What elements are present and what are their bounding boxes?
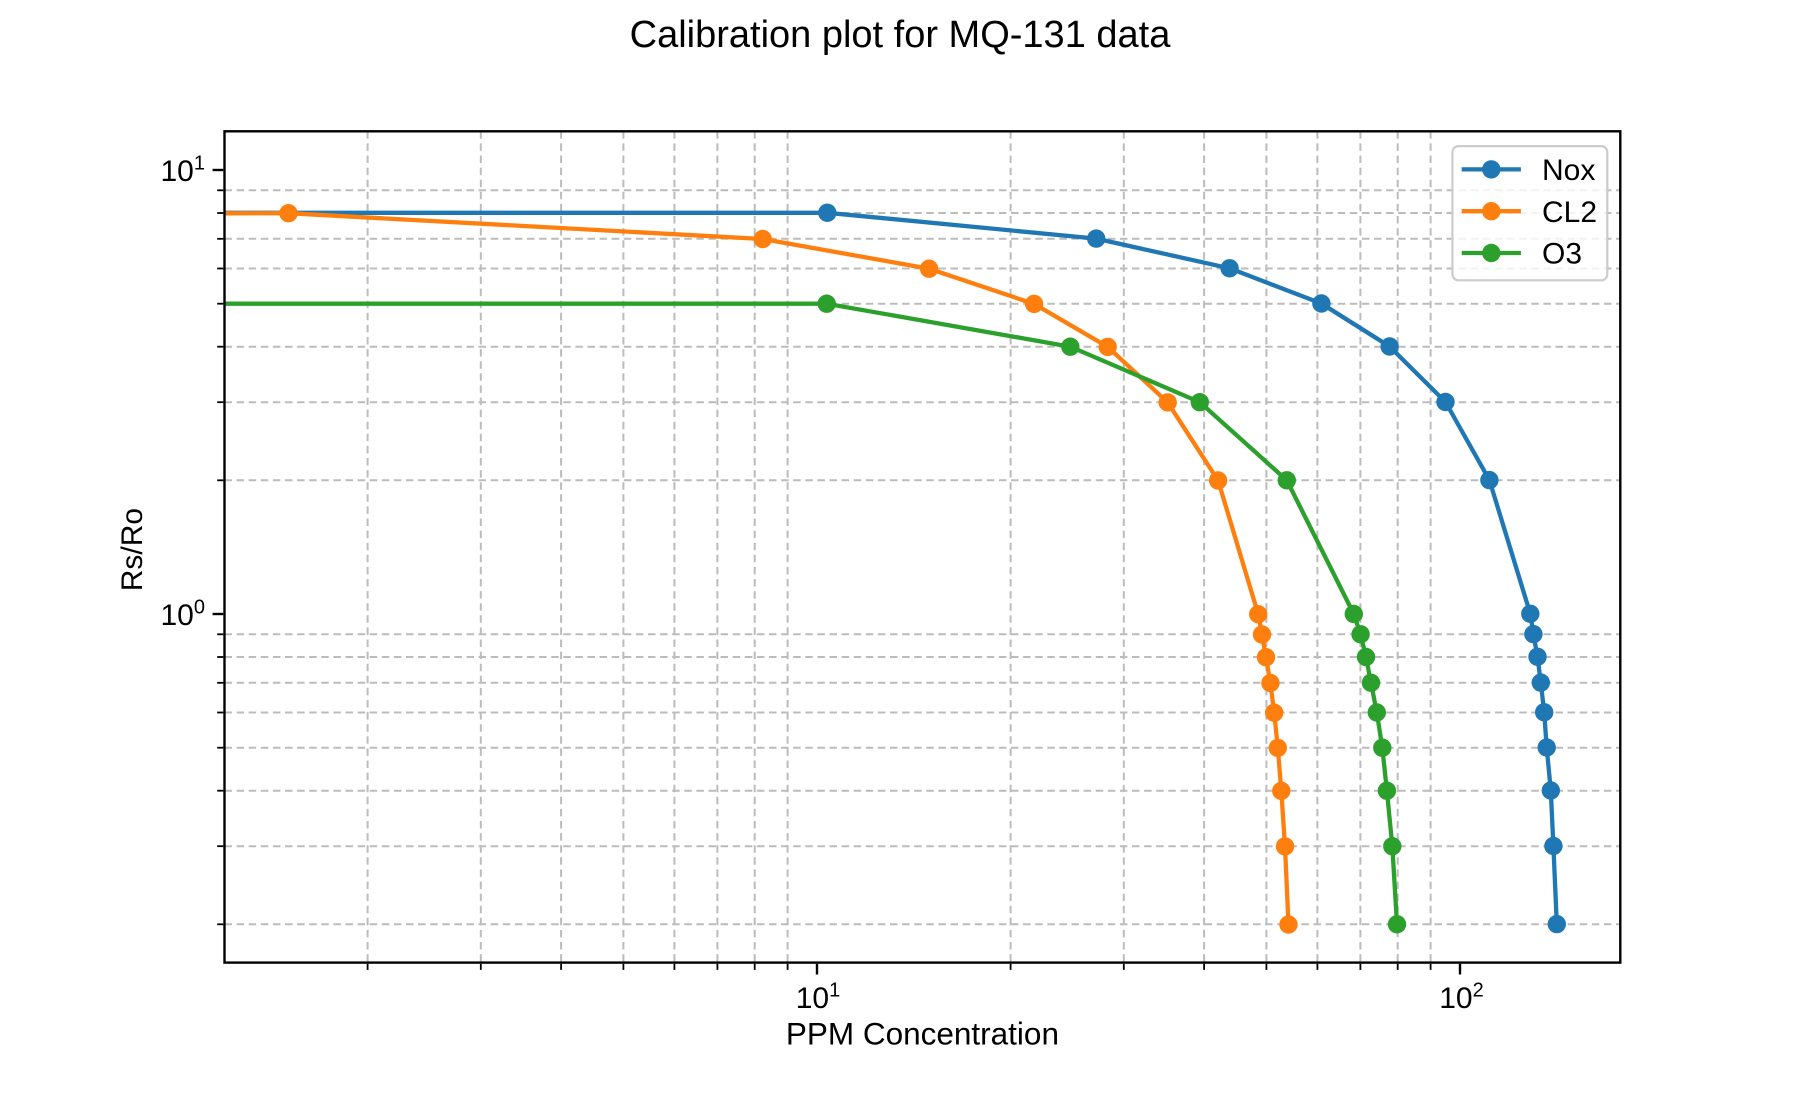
svg-text:Nox: Nox <box>1542 154 1595 187</box>
svg-text:CL2: CL2 <box>1542 196 1597 229</box>
svg-text:O3: O3 <box>1542 238 1582 271</box>
svg-text:Calibration plot for MQ-131 da: Calibration plot for MQ-131 data <box>630 14 1172 56</box>
svg-text:Rs/Ro: Rs/Ro <box>116 508 149 591</box>
svg-text:PPM Concentration: PPM Concentration <box>786 1015 1059 1051</box>
